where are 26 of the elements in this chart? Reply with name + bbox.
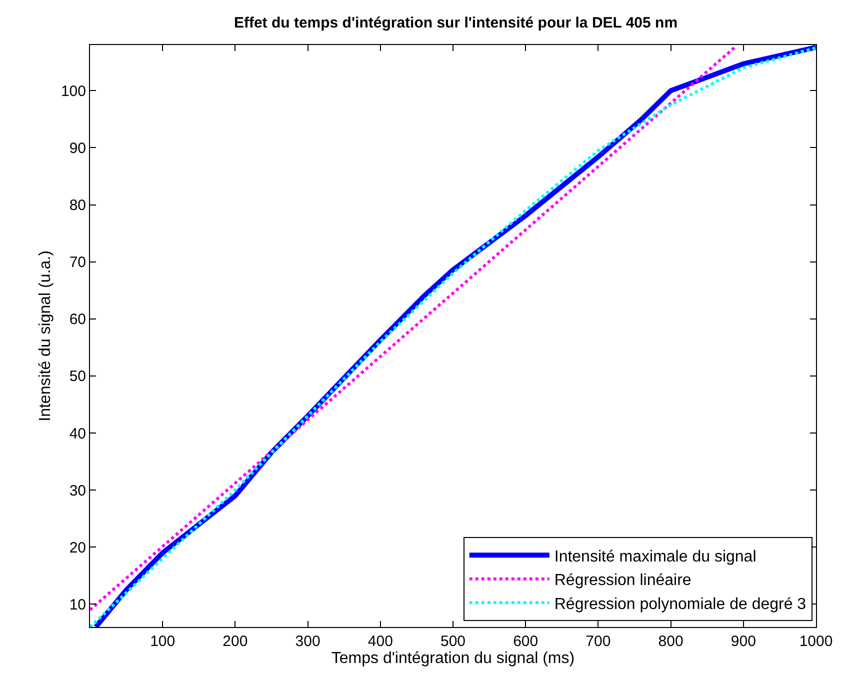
- y-tick-label: 60: [69, 311, 86, 328]
- x-tick-label: 100: [150, 633, 176, 650]
- x-tick-label: 400: [368, 633, 393, 650]
- y-tick-label: 30: [69, 482, 86, 500]
- y-tick-label: 50: [69, 368, 86, 386]
- x-tick-label: 500: [440, 633, 466, 650]
- x-tick-label: 1000: [799, 633, 833, 650]
- x-tick-label: 200: [222, 633, 248, 650]
- y-tick-label: 10: [69, 596, 86, 614]
- legend-label: Régression linéaire: [554, 572, 692, 590]
- legend-label: Intensité maximale du signal: [554, 548, 756, 566]
- y-tick-label: 40: [69, 425, 86, 442]
- x-tick-label: 900: [730, 633, 756, 650]
- legend-label: Régression polynomiale de degré 3: [554, 596, 806, 613]
- x-axis-title: Temps d'intégration du signal (ms): [331, 650, 575, 667]
- y-tick-label: 100: [60, 82, 86, 100]
- y-axis-title: Intensité du signal (u.a.): [36, 250, 54, 422]
- chart-title: Effet du temps d'intégration sur l'intensité pour la DEL 405 nm: [234, 14, 678, 32]
- y-tick-label: 20: [69, 539, 86, 556]
- x-tick-label: 300: [295, 633, 320, 650]
- y-tick-label: 90: [69, 140, 86, 157]
- y-tick-label: 70: [69, 254, 86, 272]
- x-tick-label: 700: [586, 633, 611, 650]
- y-tick-label: 80: [69, 197, 86, 214]
- x-tick-label: 800: [658, 633, 684, 650]
- x-tick-label: 600: [513, 633, 538, 650]
